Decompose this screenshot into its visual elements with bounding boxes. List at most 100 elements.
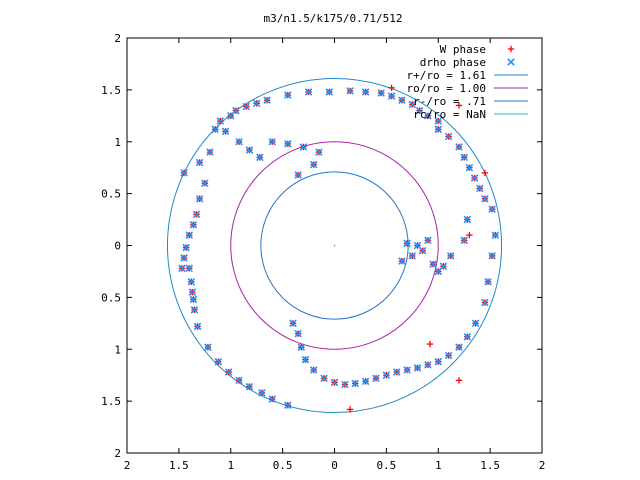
data-point — [304, 88, 313, 96]
y-tick-label: 1.5 — [101, 84, 121, 97]
data-point — [346, 406, 354, 413]
data-point — [268, 395, 277, 403]
data-point — [195, 195, 204, 203]
data-point — [444, 132, 453, 141]
data-point — [465, 163, 474, 172]
reference-circle-1 — [230, 141, 439, 350]
data-point — [204, 343, 212, 351]
data-point — [178, 264, 186, 273]
data-point — [211, 125, 219, 134]
data-point — [224, 368, 233, 376]
data-point — [361, 377, 370, 386]
data-point — [346, 87, 354, 95]
data-point — [403, 366, 411, 374]
y-tick-label: 1 — [114, 136, 121, 149]
data-point — [408, 252, 417, 260]
data-point — [226, 112, 235, 120]
data-points — [178, 84, 500, 413]
data-point — [258, 389, 266, 397]
data-point — [214, 357, 223, 366]
legend-marker — [507, 58, 515, 66]
data-point — [455, 343, 463, 351]
y-tick-label: 1 — [114, 343, 121, 356]
legend-label: r-/ro = .71 — [413, 95, 486, 108]
data-point — [446, 252, 455, 260]
data-point — [382, 371, 391, 379]
data-point — [424, 361, 432, 369]
data-point — [294, 329, 302, 338]
data-point — [455, 102, 463, 109]
y-tick-label: 0.5 — [101, 291, 121, 304]
data-point — [415, 106, 424, 115]
data-point — [193, 322, 202, 331]
data-point — [398, 257, 406, 265]
data-point — [221, 127, 230, 136]
legend-label: W phase — [440, 43, 486, 56]
data-point — [481, 195, 489, 203]
data-point — [434, 357, 443, 366]
x-tick-label: 1 — [227, 459, 234, 472]
data-point — [192, 210, 201, 219]
data-point — [297, 343, 306, 351]
data-point — [463, 333, 472, 341]
data-point — [301, 355, 310, 364]
x-tick-label: 0 — [331, 459, 338, 472]
data-point — [284, 91, 292, 99]
data-point — [325, 88, 334, 96]
data-point — [455, 377, 463, 384]
data-point — [187, 278, 196, 286]
legend-label: r+/ro = 1.61 — [407, 69, 486, 82]
data-point — [424, 112, 432, 120]
data-point — [245, 146, 254, 154]
data-point — [189, 220, 198, 229]
data-point — [351, 379, 360, 388]
data-point — [299, 143, 308, 151]
data-point — [256, 153, 264, 162]
data-point — [413, 241, 422, 250]
series-1 — [178, 87, 500, 410]
data-point — [463, 215, 472, 224]
data-point — [185, 231, 194, 239]
data-point — [284, 140, 292, 148]
data-point — [455, 143, 463, 151]
reference-circle-0 — [166, 77, 503, 414]
data-point — [434, 117, 443, 125]
data-point — [460, 236, 468, 245]
data-point — [403, 239, 411, 248]
data-point — [398, 96, 406, 105]
data-point — [201, 179, 209, 188]
y-tick-label: 2 — [114, 32, 121, 45]
data-point — [429, 260, 437, 268]
data-point — [330, 378, 339, 387]
data-point — [387, 92, 396, 100]
data-point — [460, 153, 468, 162]
data-point — [195, 158, 204, 167]
data-point — [242, 102, 251, 111]
data-point — [471, 319, 480, 328]
data-point — [182, 243, 190, 252]
data-point — [361, 88, 370, 96]
data-point — [185, 264, 194, 273]
data-point — [309, 160, 318, 169]
data-point — [235, 137, 243, 146]
data-point — [481, 169, 489, 177]
data-point — [434, 125, 443, 134]
data-point — [315, 148, 323, 156]
legend-marker — [507, 45, 515, 53]
x-tick-label: 2 — [539, 459, 546, 472]
y-tick-label: 0.5 — [101, 188, 121, 201]
data-point — [180, 254, 188, 262]
data-point — [491, 231, 500, 239]
y-tick-label: 1.5 — [101, 395, 121, 408]
x-tick-label: 2 — [124, 459, 131, 472]
legend-label: ro/ro = 1.00 — [407, 82, 486, 95]
data-point — [475, 184, 484, 193]
data-point — [180, 169, 188, 177]
chart-title: m3/n1.5/k175/0.71/512 — [263, 12, 402, 25]
data-point — [444, 351, 453, 360]
data-point — [424, 236, 432, 245]
data-point — [294, 171, 302, 179]
